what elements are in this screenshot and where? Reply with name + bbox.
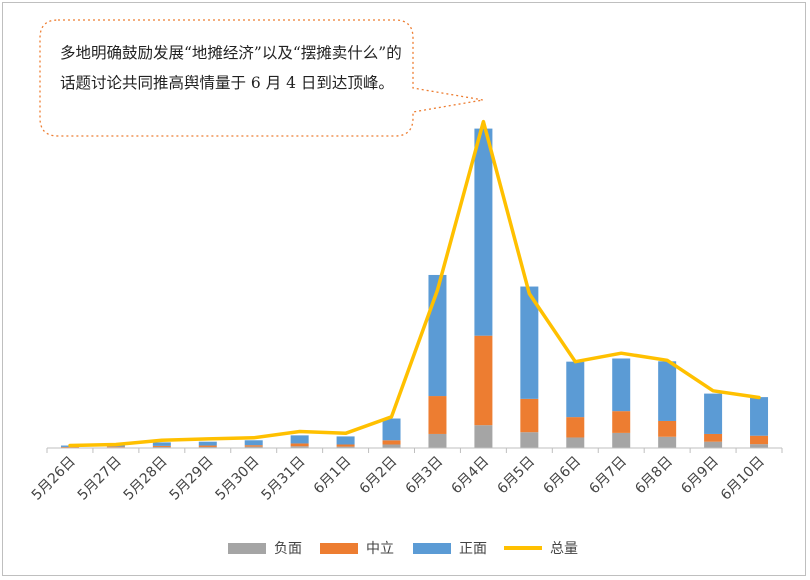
x-tick-label: 6月4日 <box>449 454 493 498</box>
legend-label-total: 总量 <box>550 541 578 557</box>
x-tick-label: 5月29日 <box>167 454 217 504</box>
bar-正面-11 <box>566 361 585 418</box>
x-tick-label: 6月8日 <box>632 454 676 498</box>
bar-中立-6 <box>336 444 355 447</box>
x-tick-label: 5月30日 <box>213 454 263 504</box>
x-axis <box>46 447 783 453</box>
legend-label-neutral: 中立 <box>366 541 394 557</box>
bar-中立-9 <box>474 335 493 426</box>
bar-负面-12 <box>612 432 631 448</box>
x-tick-label: 6月3日 <box>403 454 447 498</box>
bar-中立-8 <box>428 396 447 434</box>
bar-中立-5 <box>290 443 309 447</box>
bar-负面-6 <box>336 446 355 448</box>
bar-正面-9 <box>474 128 493 336</box>
legend-item-negative: 负面 <box>228 537 302 559</box>
bar-正面-6 <box>336 436 355 445</box>
x-tick-label: 5月28日 <box>121 454 171 504</box>
bar-负面-5 <box>290 446 309 448</box>
bar-中立-13 <box>658 420 677 437</box>
bar-中立-3 <box>198 445 217 447</box>
x-tick-label: 5月31日 <box>258 454 308 504</box>
total-line-layer <box>68 119 761 448</box>
bar-中立-10 <box>520 398 539 433</box>
bar-负面-8 <box>428 433 447 448</box>
bar-正面-12 <box>612 358 631 412</box>
legend-item-positive: 正面 <box>413 537 487 559</box>
bar-中立-12 <box>612 411 631 433</box>
bar-中立-4 <box>244 445 263 447</box>
x-tick-label: 5月27日 <box>75 454 125 504</box>
bar-正面-5 <box>290 435 309 444</box>
legend-swatch-negative <box>228 542 266 554</box>
x-tick-label: 5月26日 <box>29 454 79 504</box>
total-line <box>68 119 761 448</box>
legend-label-negative: 负面 <box>274 541 302 557</box>
bar-正面-7 <box>382 418 401 441</box>
bar-负面-3 <box>198 446 217 448</box>
legend: 负面 中立 正面 总量 <box>0 537 810 559</box>
bars-layer <box>60 128 769 448</box>
x-tick-label: 6月10日 <box>718 454 768 504</box>
bar-负面-10 <box>520 432 539 448</box>
x-tick-label: 6月6日 <box>540 454 584 498</box>
x-tick-label: 6月7日 <box>586 454 630 498</box>
bar-负面-15 <box>750 444 769 448</box>
legend-item-total: 总量 <box>504 537 578 559</box>
legend-swatch-positive <box>413 542 451 554</box>
bar-中立-7 <box>382 440 401 445</box>
bar-负面-14 <box>704 441 723 448</box>
bar-正面-10 <box>520 286 539 399</box>
x-tick-label: 6月9日 <box>678 454 722 498</box>
bar-正面-15 <box>750 397 769 436</box>
bar-负面-13 <box>658 436 677 448</box>
x-tick-label: 6月2日 <box>357 454 401 498</box>
bar-正面-13 <box>658 361 677 421</box>
legend-item-neutral: 中立 <box>320 537 394 559</box>
bar-负面-11 <box>566 437 585 448</box>
bar-正面-2 <box>152 442 171 446</box>
callout-border <box>39 19 484 137</box>
bar-正面-4 <box>244 440 263 446</box>
bar-负面-9 <box>474 425 493 448</box>
bar-中立-2 <box>152 445 171 447</box>
bar-负面-2 <box>152 446 171 448</box>
x-tick-label: 6月1日 <box>311 454 355 498</box>
legend-label-positive: 正面 <box>459 541 487 557</box>
bar-中立-11 <box>566 417 585 438</box>
x-tick-label: 6月5日 <box>494 454 538 498</box>
callout-text: 多地明确鼓励发展“地摊经济”以及“摆摊卖什么”的话题讨论共同推高舆情量于 6 月… <box>60 44 402 92</box>
bar-负面-7 <box>382 444 401 448</box>
bar-中立-14 <box>704 433 723 442</box>
bar-负面-4 <box>244 446 263 448</box>
bar-中立-15 <box>750 435 769 445</box>
legend-swatch-neutral <box>320 542 358 554</box>
bar-中立-0 <box>60 446 79 448</box>
bar-正面-3 <box>198 441 217 446</box>
callout-bubble <box>39 19 484 137</box>
legend-swatch-total <box>504 546 542 550</box>
bar-正面-14 <box>704 393 723 434</box>
bar-中立-1 <box>106 446 125 448</box>
